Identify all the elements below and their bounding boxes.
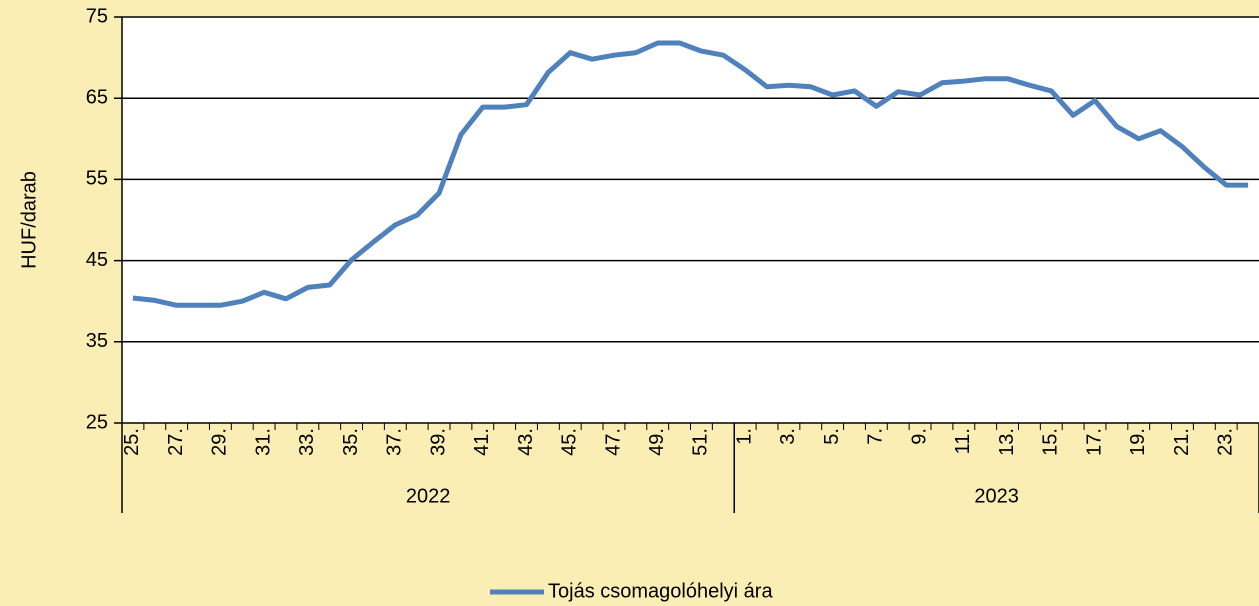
x-tick-label: 47. bbox=[602, 428, 624, 456]
x-tick-label: 35. bbox=[340, 428, 362, 456]
x-tick-label: 15. bbox=[1040, 428, 1062, 456]
group-label: 2022 bbox=[406, 485, 451, 507]
x-tick-label: 9. bbox=[908, 428, 930, 445]
x-tick-label: 49. bbox=[646, 428, 668, 456]
x-tick-label: 43. bbox=[515, 428, 537, 456]
x-tick-label: 5. bbox=[821, 428, 843, 445]
x-tick-label: 27. bbox=[165, 428, 187, 456]
plot-area bbox=[122, 17, 1259, 423]
x-tick-label: 25. bbox=[121, 428, 143, 456]
x-tick-label: 31. bbox=[252, 428, 274, 456]
x-tick-label: 17. bbox=[1083, 428, 1105, 456]
y-tick-label: 45 bbox=[86, 249, 108, 271]
x-tick-label: 21. bbox=[1171, 428, 1193, 456]
x-tick-label: 29. bbox=[209, 428, 231, 456]
x-tick-label: 1. bbox=[733, 428, 755, 445]
group-label: 2023 bbox=[974, 485, 1019, 507]
x-tick-label: 3. bbox=[777, 428, 799, 445]
y-tick-label: 65 bbox=[86, 86, 108, 108]
x-tick-label: 19. bbox=[1127, 428, 1149, 456]
x-tick-label: 11. bbox=[952, 428, 974, 454]
data-line bbox=[132, 40, 1249, 308]
x-tick-label: 41. bbox=[471, 428, 493, 456]
y-tick-label: 55 bbox=[86, 168, 108, 190]
x-tick-label: 37. bbox=[384, 428, 406, 456]
x-tick-label: 39. bbox=[427, 428, 449, 456]
x-tick-label: 13. bbox=[996, 428, 1018, 456]
x-tick-label: 51. bbox=[690, 428, 712, 456]
y-tick-label: 35 bbox=[86, 330, 108, 352]
x-tick-label: 7. bbox=[865, 428, 887, 445]
legend-label: Tojás csomagolóhelyi ára bbox=[548, 580, 773, 602]
y-tick-label: 25 bbox=[86, 411, 108, 433]
y-tick-label: 75 bbox=[86, 5, 108, 27]
x-tick-label: 23. bbox=[1214, 428, 1236, 456]
x-tick-label: 45. bbox=[559, 428, 581, 456]
y-axis-label: HUF/darab bbox=[18, 171, 40, 269]
x-tick-label: 33. bbox=[296, 428, 318, 456]
